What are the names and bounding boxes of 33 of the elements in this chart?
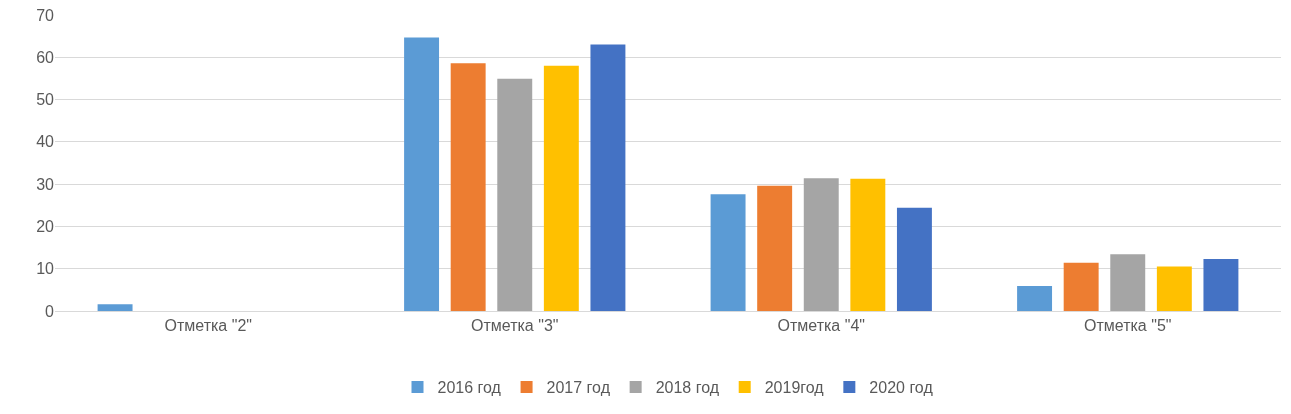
y-tick-label: 60 — [36, 48, 55, 66]
x-tick-label: Отметка "3" — [471, 317, 559, 335]
legend-label: 2018 год — [655, 379, 720, 397]
bar — [757, 185, 793, 311]
bar — [450, 63, 486, 311]
x-tick-label: Отметка "4" — [777, 317, 865, 335]
bar — [1203, 258, 1239, 311]
x-tick-label: Отметка "2" — [164, 317, 252, 335]
bar — [543, 65, 579, 311]
y-tick-label: 50 — [36, 91, 55, 109]
y-tick-label: 10 — [36, 260, 55, 278]
legend-label: 2019год — [764, 379, 825, 397]
x-tick-label: Отметка "5" — [1084, 317, 1172, 335]
bar — [1017, 286, 1053, 311]
bar — [590, 44, 626, 311]
bar — [710, 194, 746, 311]
bar — [1063, 262, 1099, 311]
bar — [896, 207, 932, 311]
bar — [803, 178, 839, 311]
bar — [497, 78, 533, 311]
y-tick-label: 40 — [36, 133, 55, 151]
bar — [1110, 254, 1146, 311]
y-tick-label: 30 — [36, 175, 55, 193]
bar — [97, 304, 133, 311]
y-tick-label: 20 — [36, 218, 55, 236]
bar — [850, 178, 886, 311]
legend-label: 2017 год — [546, 379, 611, 397]
bar — [404, 37, 440, 311]
legend-label: 2016 год — [437, 379, 502, 397]
bar — [1156, 266, 1192, 311]
y-tick-label: 70 — [36, 6, 55, 24]
y-tick-label: 0 — [45, 302, 55, 320]
legend-label: 2020 год — [869, 379, 934, 397]
